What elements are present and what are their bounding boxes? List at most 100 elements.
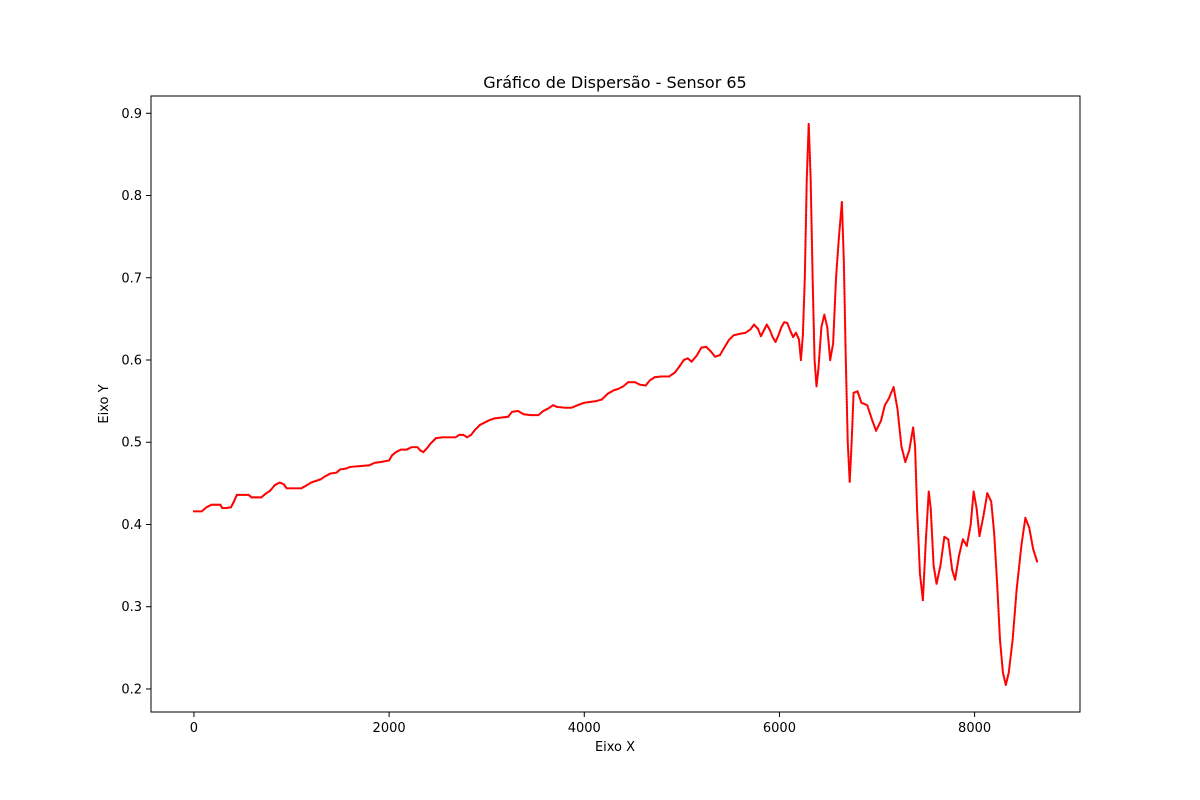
data-point — [810, 219, 813, 222]
data-point — [846, 426, 849, 430]
data-point — [805, 181, 808, 184]
data-point — [843, 306, 846, 309]
data-point — [922, 589, 925, 592]
data-point — [917, 536, 920, 539]
data-point — [808, 151, 811, 154]
data-point — [810, 235, 813, 238]
data-point — [810, 249, 814, 252]
data-point — [995, 577, 998, 580]
data-point — [819, 335, 822, 338]
data-point — [834, 284, 837, 287]
data-point — [832, 320, 836, 323]
data-point — [841, 221, 844, 224]
data-point — [915, 480, 918, 483]
data-point — [802, 320, 805, 323]
data-point — [811, 287, 814, 290]
data-point — [997, 602, 1000, 605]
data-point — [810, 248, 814, 251]
data-point — [1013, 608, 1017, 611]
data-point — [826, 330, 829, 333]
data-point — [841, 235, 845, 238]
data-point — [834, 293, 837, 297]
data-point — [845, 374, 848, 377]
data-point — [812, 333, 816, 336]
data-point — [813, 344, 816, 347]
data-point — [835, 271, 838, 275]
data-point — [845, 371, 848, 374]
data-point — [801, 332, 805, 335]
data-point — [930, 517, 933, 521]
data-point — [844, 354, 847, 357]
data-point — [811, 278, 814, 281]
data-point — [915, 492, 918, 495]
data-point — [807, 130, 811, 133]
data-point — [996, 582, 999, 585]
data-point — [811, 276, 814, 279]
data-point — [917, 539, 920, 543]
data-point — [918, 557, 921, 560]
data-point — [818, 357, 821, 360]
data-point — [996, 590, 999, 593]
data-point — [837, 243, 840, 246]
data-point — [832, 329, 835, 333]
data-point — [918, 553, 921, 557]
data-point — [1011, 638, 1014, 641]
data-point — [806, 160, 809, 163]
data-point — [923, 569, 926, 572]
data-point — [810, 220, 813, 224]
data-point — [842, 252, 845, 255]
data-point — [849, 471, 852, 474]
data-point — [851, 415, 854, 418]
data-point — [812, 320, 815, 324]
data-point — [852, 398, 855, 401]
data-point — [850, 430, 854, 433]
data-point — [812, 332, 816, 335]
data-point — [833, 298, 837, 301]
data-point — [916, 525, 919, 528]
data-point — [802, 317, 805, 320]
data-point — [994, 549, 997, 552]
data-point — [804, 262, 807, 265]
data-point — [997, 613, 1000, 616]
data-point — [914, 456, 917, 459]
data-point — [997, 607, 1000, 610]
data-point — [810, 211, 813, 214]
data-point — [843, 296, 846, 300]
data-point — [846, 434, 849, 438]
data-point — [924, 549, 927, 552]
data-point — [914, 459, 917, 462]
data-point — [916, 510, 919, 513]
data-point — [808, 133, 811, 137]
data-point — [1014, 605, 1017, 608]
data-point — [819, 333, 822, 337]
data-point — [844, 335, 847, 338]
data-point — [922, 588, 925, 591]
data-point — [804, 220, 808, 224]
data-point — [995, 569, 998, 573]
data-point — [812, 300, 815, 303]
data-point — [922, 592, 925, 596]
data-point — [848, 477, 851, 480]
data-point — [930, 520, 933, 524]
data-point — [996, 596, 999, 599]
data-point — [915, 481, 918, 484]
data-point — [926, 501, 930, 504]
data-point — [995, 576, 998, 579]
data-point — [812, 311, 815, 314]
data-point — [994, 552, 997, 555]
data-point — [929, 514, 933, 517]
data-point — [841, 215, 844, 218]
data-point — [993, 547, 997, 550]
data-point — [921, 599, 924, 602]
data-point — [918, 558, 921, 561]
data-point — [997, 604, 1000, 607]
data-point — [1014, 598, 1017, 601]
data-point — [844, 355, 847, 358]
data-point — [834, 279, 838, 282]
data-point — [802, 314, 805, 317]
data-point — [803, 278, 806, 281]
data-point — [996, 594, 999, 598]
data-point — [916, 527, 920, 530]
data-point — [813, 357, 816, 360]
data-point — [843, 307, 846, 311]
